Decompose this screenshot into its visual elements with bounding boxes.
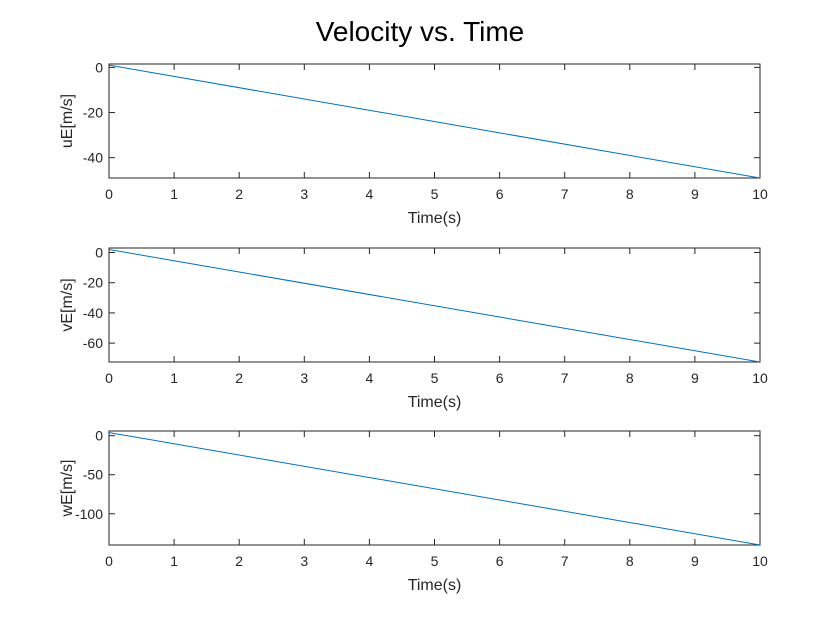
x-tick-label: 4	[366, 553, 374, 569]
x-tick-label: 8	[626, 370, 634, 386]
series-line-1	[109, 249, 760, 362]
x-tick-label: 5	[431, 553, 439, 569]
x-tick-label: 6	[496, 553, 504, 569]
x-axis-label: Time(s)	[408, 394, 462, 411]
x-tick-label: 7	[561, 553, 569, 569]
x-tick-label: 2	[235, 186, 243, 202]
x-tick-label: 4	[366, 186, 374, 202]
x-tick-label: 0	[105, 370, 113, 386]
x-axis-label: Time(s)	[408, 577, 462, 594]
x-tick-label: 2	[235, 553, 243, 569]
y-tick-label: -60	[83, 335, 103, 351]
y-axis-label: vE[m/s]	[59, 278, 76, 331]
y-tick-label: -20	[83, 105, 103, 121]
subplot-3: 0 1 2 3 4 5 6 7 8 9 10 0 -50 -100 Time(s) wE[m/s]	[59, 428, 768, 594]
x-tick-label: 5	[431, 186, 439, 202]
x-tick-label: 1	[170, 553, 178, 569]
x-tick-label: 7	[561, 186, 569, 202]
subplot-2: 0 1 2 3 4 5 6 7 8 9 10 0 -20 -40 -60 Time(s) vE[m/s]	[59, 245, 768, 411]
x-tick-label: 10	[752, 186, 768, 202]
y-tick-label: -100	[75, 506, 103, 522]
figure-title: Velocity vs. Time	[316, 16, 525, 47]
x-tick-label: 1	[170, 186, 178, 202]
y-tick-label: -20	[83, 275, 103, 291]
x-tick-label: 9	[691, 553, 699, 569]
x-tick-label: 7	[561, 370, 569, 386]
x-tick-label: 9	[691, 186, 699, 202]
x-tick-label: 4	[366, 370, 374, 386]
series-line-1	[109, 64, 760, 178]
x-axis-label: Time(s)	[408, 210, 462, 227]
x-tick-label: 10	[752, 553, 768, 569]
x-tick-label: 9	[691, 370, 699, 386]
y-tick-label: 0	[95, 428, 103, 444]
x-tick-label: 2	[235, 370, 243, 386]
x-tick-label: 10	[752, 370, 768, 386]
series-line-1	[109, 432, 760, 545]
x-tick-label: 5	[431, 370, 439, 386]
y-tick-label: -40	[83, 305, 103, 321]
y-tick-label: 0	[95, 59, 103, 75]
x-tick-label: 8	[626, 553, 634, 569]
x-tick-label: 3	[300, 186, 308, 202]
x-tick-label: 6	[496, 370, 504, 386]
x-tick-label: 8	[626, 186, 634, 202]
y-tick-label: -40	[83, 150, 103, 166]
x-tick-label: 1	[170, 370, 178, 386]
y-axis-label: wE[m/s]	[59, 460, 76, 518]
x-tick-label: 6	[496, 186, 504, 202]
x-tick-label: 0	[105, 186, 113, 202]
x-tick-label: 3	[300, 553, 308, 569]
subplot-1: 0 1 2 3 4 5 6 7 8 9 10 0 -20 -40 Time(s) uE[m/s]	[59, 59, 768, 227]
y-axis-label: uE[m/s]	[59, 94, 76, 148]
y-tick-label: -50	[83, 467, 103, 483]
x-tick-label: 3	[300, 370, 308, 386]
x-tick-label: 0	[105, 553, 113, 569]
y-tick-label: 0	[95, 245, 103, 261]
